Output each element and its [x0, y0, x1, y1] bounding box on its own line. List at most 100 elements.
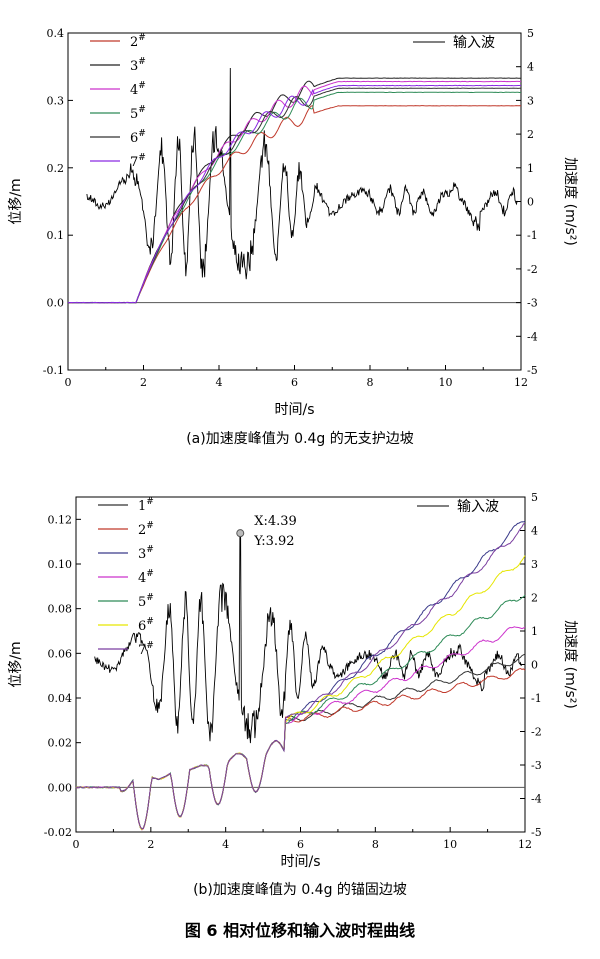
annotation-x-label: X:4.39	[254, 514, 297, 529]
annotation-y-label: Y:3.92	[253, 534, 294, 549]
y2-tick-label: -5	[527, 364, 538, 377]
legend-label-5: 5#	[130, 105, 146, 122]
legend-sup: #	[146, 569, 154, 579]
y2-tick-label: 2	[527, 128, 534, 141]
chart-a-unsupported-slope: 0 2 4 6 8 10 12-0.10.00.10.20.30.4-5-4-3-2-101…	[8, 27, 578, 418]
x-tick-label: 2	[140, 376, 147, 389]
x-tick-label: 8	[367, 376, 374, 389]
x-tick-label: 0	[73, 838, 80, 851]
y2-tick-label: 4	[527, 61, 534, 74]
legend-label-5: 5#	[138, 593, 154, 610]
legend-sup: #	[146, 545, 154, 555]
y-tick-label: 0.06	[48, 647, 73, 660]
caption-b: (b)加速度峰值为 0.4g 的锚固边坡	[193, 882, 407, 898]
series-line-2	[75, 667, 526, 830]
y2-axis-label: 加速度 (m/s²)	[562, 157, 578, 246]
legend-sup: #	[146, 521, 154, 531]
x-axis-label: 时间/s	[280, 854, 320, 870]
y2-tick-label: 4	[531, 525, 538, 538]
series-line-5	[67, 91, 522, 304]
legend-sup: #	[138, 105, 146, 115]
chart-b-anchored-slope: 0 2 4 6 8 10 12-0.020.000.020.040.060.080.100.…	[8, 491, 578, 870]
y-tick-label: 0.3	[47, 94, 65, 107]
y-tick-label: -0.1	[43, 364, 64, 377]
series-line-7	[75, 522, 526, 830]
x-tick-label: 0	[65, 376, 72, 389]
y2-tick-label: 3	[531, 558, 538, 571]
y-tick-label: 0.04	[48, 692, 73, 705]
x-tick-label: 6	[291, 376, 298, 389]
legend-label-2: 2#	[138, 521, 154, 538]
series-line-2	[68, 105, 522, 304]
legend-label-1: 1#	[138, 497, 154, 514]
y2-tick-label: -2	[531, 726, 542, 739]
y2-tick-label: -5	[531, 826, 542, 839]
input-wave-line	[86, 67, 518, 280]
y2-tick-label: -4	[527, 330, 538, 343]
y-tick-label: 0.2	[47, 162, 65, 175]
legend-label-7: 7#	[138, 641, 154, 658]
y2-tick-label: 3	[527, 94, 534, 107]
legend-sup: #	[138, 129, 146, 139]
x-axis-label: 时间/s	[274, 402, 314, 418]
peak-marker	[236, 529, 245, 538]
y2-tick-label: 2	[531, 592, 538, 605]
y2-tick-label: 0	[527, 196, 534, 209]
legend-label-4: 4#	[130, 81, 146, 98]
legend-sup: #	[138, 153, 146, 163]
y-tick-label: 0.4	[47, 27, 65, 40]
y-tick-label: -0.02	[44, 826, 72, 839]
y2-tick-label: 1	[527, 162, 534, 175]
input-wave-line	[94, 532, 522, 744]
legend-sup: #	[146, 617, 154, 627]
caption-a: (a)加速度峰值为 0.4g 的无支护边坡	[186, 431, 414, 447]
x-tick-label: 4	[222, 838, 229, 851]
y-tick-label: 0.12	[48, 513, 73, 526]
y-tick-label: 0.02	[48, 737, 73, 750]
y-tick-label: 0.10	[48, 558, 73, 571]
y2-axis-label: 加速度 (m/s²)	[562, 620, 578, 709]
x-tick-label: 12	[518, 838, 532, 851]
legend-label-4: 4#	[138, 569, 154, 586]
y2-tick-label: 0	[531, 659, 538, 672]
legend-label-input-wave: 输入波	[457, 499, 499, 515]
x-tick-label: 10	[439, 376, 453, 389]
y2-tick-label: 5	[531, 491, 538, 504]
legend-label-3: 3#	[130, 57, 146, 74]
y2-tick-label: -1	[531, 692, 542, 705]
x-tick-label: 12	[514, 376, 528, 389]
x-tick-label: 6	[297, 838, 304, 851]
series-line-7	[68, 84, 522, 304]
legend-sup: #	[146, 593, 154, 603]
y2-tick-label: 5	[527, 27, 534, 40]
legend-sup: #	[138, 57, 146, 67]
y-tick-label: 0.00	[48, 781, 73, 794]
y-tick-label: 0.0	[47, 297, 65, 310]
x-tick-label: 2	[147, 838, 154, 851]
x-tick-label: 10	[443, 838, 457, 851]
figure-title: 图 6 相对位移和输入波时程曲线	[184, 921, 416, 940]
legend-sup: #	[146, 497, 154, 507]
legend-label-6: 6#	[138, 617, 154, 634]
legend-sup: #	[138, 33, 146, 43]
legend-label-7: 7#	[130, 153, 146, 170]
y2-tick-label: -3	[531, 759, 542, 772]
legend-label-input-wave: 输入波	[453, 35, 495, 51]
y-tick-label: 0.08	[48, 603, 73, 616]
y-axis-label: 位移/m	[8, 178, 24, 224]
legend-sup: #	[146, 641, 154, 651]
x-tick-label: 8	[372, 838, 379, 851]
y2-tick-label: -4	[531, 793, 542, 806]
y2-tick-label: -1	[527, 229, 538, 242]
legend-label-3: 3#	[138, 545, 154, 562]
x-tick-label: 4	[216, 376, 223, 389]
y-tick-label: 0.1	[47, 229, 65, 242]
legend-label-2: 2#	[130, 33, 146, 50]
y2-tick-label: -3	[527, 297, 538, 310]
y2-tick-label: 1	[531, 625, 538, 638]
legend-sup: #	[138, 81, 146, 91]
y2-tick-label: -2	[527, 263, 538, 276]
y-axis-label: 位移/m	[8, 641, 24, 687]
legend-label-6: 6#	[130, 129, 146, 146]
